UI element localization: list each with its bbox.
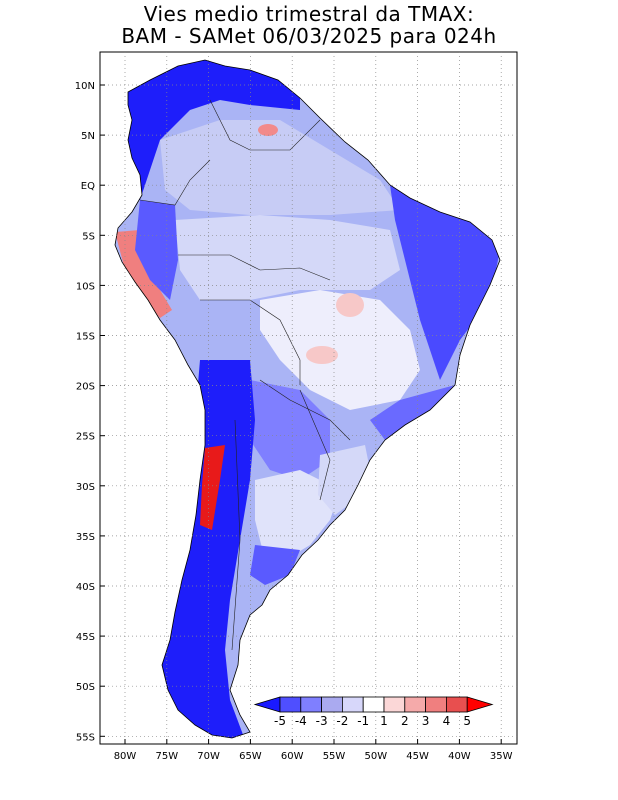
border-7 (231, 419, 241, 651)
zone-north-coast (128, 60, 300, 200)
lat-tick-label: 30S (76, 482, 95, 493)
colorbar-label: -4 (295, 714, 307, 728)
colorbar-label: -2 (336, 714, 348, 728)
colorbar-segment (425, 696, 447, 713)
colorbar-label: 2 (401, 714, 409, 728)
colorbar-label: 1 (380, 714, 388, 728)
lat-tick-label: 15S (76, 332, 95, 343)
lat-tick-label: 40S (76, 582, 95, 593)
colorbar-segment (445, 696, 468, 713)
lon-tick-label: 50W (364, 751, 387, 762)
zone-andes-patagonia (160, 360, 255, 738)
lon-tick-label: 65W (239, 751, 262, 762)
lat-tick-label: 5S (82, 231, 95, 242)
lon-tick-label: 45W (406, 751, 429, 762)
colorbar-label: -3 (316, 714, 328, 728)
border-5 (209, 99, 321, 151)
colorbar-segment (279, 696, 302, 713)
warm-patch-2 (306, 346, 338, 364)
lat-tick-label: 35S (76, 532, 95, 543)
graticule (100, 52, 517, 744)
lat-tick-label: 10N (75, 81, 95, 92)
colorbar-segment (383, 696, 406, 713)
warm-patch-3 (258, 124, 278, 136)
map-title-line1: Vies medio trimestral da TMAX: (143, 2, 475, 26)
colorbar-segment (362, 696, 385, 713)
lat-tick-label: 45S (76, 632, 95, 643)
lon-tick-label: 70W (197, 751, 220, 762)
border-2 (200, 299, 301, 385)
lon-tick-label: 55W (323, 751, 346, 762)
zone-peru-coast (115, 230, 172, 318)
colorbar-segment (341, 696, 364, 713)
bias-field (114, 59, 501, 739)
warm-patch-1 (336, 293, 364, 317)
colorbar-segment (300, 696, 322, 713)
border-6 (139, 159, 211, 206)
zone-north-andes (135, 200, 178, 300)
lat-tick-label: 50S (76, 682, 95, 693)
zone-south-brazil (318, 445, 370, 515)
lat-tick-label: 5N (81, 131, 95, 142)
lat-tick-label: 10S (76, 281, 95, 292)
colorbar-label: -5 (274, 714, 286, 728)
border-1 (178, 254, 331, 281)
lat-tick-label: EQ (81, 181, 95, 192)
lat-tick-label: 25S (76, 432, 95, 443)
lat-tick-label: 55S (76, 732, 95, 743)
colorbar-segment (404, 696, 426, 713)
colorbar: -5 -4 -3 -2 -1 1 2 3 4 5 (253, 696, 494, 728)
zone-northeast (390, 185, 500, 380)
lon-tick-label: 80W (114, 751, 137, 762)
lat-axis: 10N 5N EQ 5S 10S 15S 20S 25S 30S 35S 40S 45S 50S 55S (75, 81, 105, 743)
border-3 (259, 379, 351, 441)
colorbar-label: -1 (357, 714, 369, 728)
colorbar-label: 4 (443, 714, 451, 728)
lat-tick-label: 20S (76, 382, 95, 393)
colorbar-arrow-right (466, 696, 494, 713)
colorbar-segment (321, 696, 343, 713)
border-4 (299, 389, 331, 501)
map-title-line2: BAM - SAMet 06/03/2025 para 024h (121, 24, 497, 48)
lon-tick-label: 75W (155, 751, 178, 762)
colorbar-label: 5 (463, 714, 471, 728)
zone-chile-warm (200, 445, 225, 530)
lon-tick-label: 40W (448, 751, 471, 762)
colorbar-label: 3 (422, 714, 430, 728)
lon-axis: 80W 75W 70W 65W 60W 55W 50W 45W 40W 35W (114, 739, 513, 762)
zone-chaco (250, 380, 330, 480)
lon-tick-label: 60W (281, 751, 304, 762)
zone-north-central (160, 120, 400, 215)
lon-tick-label: 35W (490, 751, 513, 762)
zone-amazon (175, 215, 400, 300)
zone-southeast (370, 385, 455, 440)
borders (139, 99, 351, 651)
